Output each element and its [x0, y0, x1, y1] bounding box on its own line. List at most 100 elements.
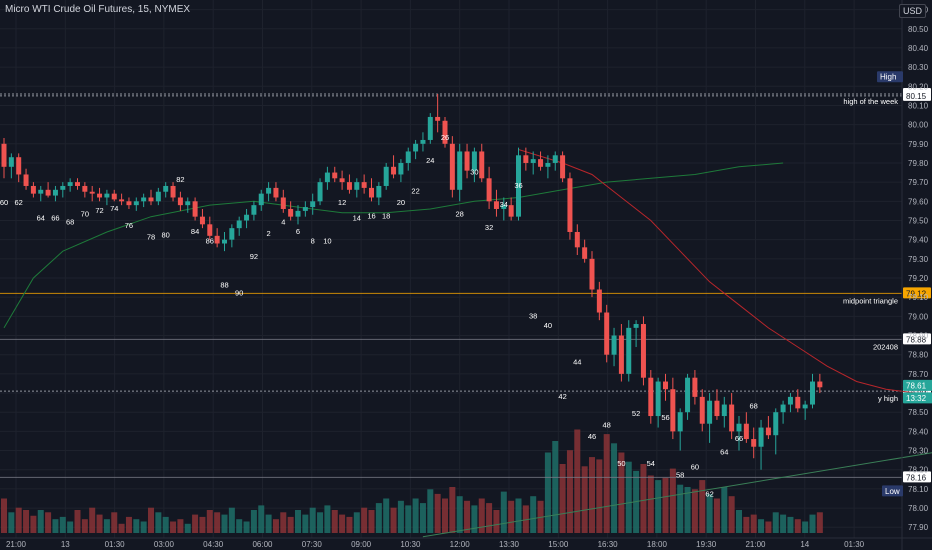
- candle-body: [52, 189, 58, 196]
- volume-bar: [15, 507, 22, 533]
- time-axis[interactable]: 21:00 13 01:30 03:00 04:30 06:00 07:30 09:00 10:…: [0, 537, 932, 549]
- price-tick-label: 78.40: [908, 427, 929, 436]
- volume-bar: [713, 498, 720, 533]
- candle-count-label: 2: [267, 229, 271, 238]
- volume-bar: [59, 516, 66, 533]
- price-tick-label: 80.10: [908, 101, 929, 110]
- candle-body: [398, 162, 404, 175]
- currency-button[interactable]: USD: [898, 4, 926, 18]
- candle-count-label: 68: [750, 401, 758, 410]
- volume-bar: [331, 510, 338, 533]
- candle-body: [339, 178, 345, 183]
- candle-count-label: 20: [397, 198, 405, 207]
- volume-bar: [493, 510, 500, 533]
- candle-body: [273, 187, 279, 198]
- volume-bar: [794, 519, 801, 533]
- volume-bar: [589, 457, 595, 533]
- candle-count-label: 38: [529, 311, 537, 320]
- level-axis-tag: [903, 333, 931, 345]
- candle-count-label: 78: [147, 233, 155, 242]
- candle-body: [199, 216, 205, 225]
- candle-count-label: 54: [647, 459, 655, 468]
- candle-body: [75, 182, 80, 186]
- price-tick-label: 79.30: [908, 255, 929, 264]
- volume-bar: [456, 496, 463, 533]
- volume-bar: [508, 500, 515, 533]
- candle-count-label: 84: [191, 227, 199, 236]
- candle-count-label: 52: [632, 409, 640, 418]
- candle-count-label: 40: [544, 321, 552, 330]
- volume-bar: [103, 519, 110, 533]
- candle-count-label: 62: [705, 490, 713, 499]
- candle-count-label: 16: [367, 212, 375, 221]
- candle-body: [685, 377, 691, 413]
- candle-body: [648, 377, 654, 417]
- candle-body: [97, 193, 103, 198]
- time-tick-label: 10:30: [400, 540, 421, 549]
- volume-bar: [265, 514, 272, 533]
- candle-body: [486, 178, 492, 202]
- axis-badge-text: 13:32: [906, 394, 927, 403]
- price-tick-label: 80.50: [908, 25, 929, 34]
- volume-bar: [37, 510, 44, 533]
- sma-line: [3, 162, 784, 329]
- candle-count-label: 60: [0, 198, 8, 207]
- volume-bar: [228, 507, 235, 533]
- time-tick-label: 14: [800, 540, 809, 549]
- volume-bar: [647, 475, 654, 533]
- volume-bar: [750, 514, 757, 533]
- level-axis-tag: [903, 471, 931, 483]
- candle-body: [119, 199, 125, 202]
- candle-body: [479, 151, 485, 179]
- volume-bar: [243, 521, 250, 533]
- price-tick-label: 77.90: [908, 523, 929, 532]
- candle-count-label: 64: [720, 447, 728, 456]
- candle-count-label: 6: [296, 227, 300, 236]
- candle-count-label: 56: [661, 413, 669, 422]
- candle-body: [692, 377, 698, 397]
- candle-body: [758, 427, 764, 447]
- candle-count-label: 58: [676, 470, 684, 479]
- candle-body: [560, 155, 566, 179]
- volume-bar: [603, 434, 610, 533]
- candle-count-label: 68: [66, 217, 74, 226]
- volume-bar: [625, 461, 632, 533]
- volume-bar: [699, 480, 706, 533]
- candle-body: [655, 381, 661, 417]
- candle-body: [214, 235, 220, 244]
- price-tick-label: 80.00: [908, 121, 929, 130]
- volume-bar: [52, 519, 59, 533]
- candle-count-label: 22: [411, 187, 419, 196]
- volume-bar: [552, 441, 559, 533]
- candle-body: [699, 396, 705, 424]
- candle-body: [192, 201, 198, 217]
- candle-count-label: 80: [162, 231, 170, 240]
- candle-count-label: 62: [15, 198, 23, 207]
- axis-badges: High 78.61 13:32 Low: [877, 71, 932, 497]
- price-tick-label: 78.80: [908, 351, 929, 360]
- candle-body: [413, 143, 419, 152]
- volume-bar: [618, 452, 625, 533]
- candle-count-label: 86: [206, 236, 214, 245]
- volume-bar: [611, 443, 618, 533]
- level-axis-tag: [903, 287, 931, 299]
- volume-bar: [125, 516, 132, 533]
- candle-body: [324, 172, 330, 183]
- level-axis-value: 78.88: [906, 335, 927, 344]
- volume-bar: [743, 516, 750, 533]
- volume-bar: [383, 498, 390, 533]
- candle-body: [729, 404, 735, 432]
- volume-bar: [272, 519, 279, 533]
- candle-count-label: 90: [235, 288, 243, 297]
- candle-body: [30, 185, 36, 194]
- candle-body: [530, 159, 536, 163]
- volume-bar: [522, 505, 529, 533]
- volume-bar: [221, 514, 228, 533]
- volume-bar: [133, 519, 140, 533]
- candle-body: [427, 116, 433, 140]
- symbol-title[interactable]: Micro WTI Crude Oil Futures, 15, NYMEX: [5, 4, 191, 15]
- candle-body: [302, 207, 308, 211]
- candle-body: [780, 404, 786, 413]
